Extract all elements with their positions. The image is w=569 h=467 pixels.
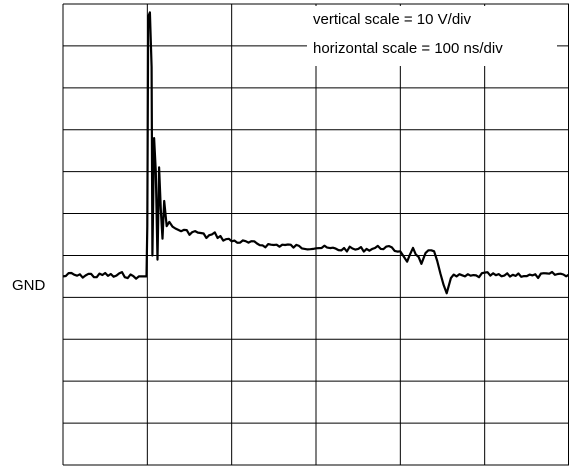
vertical-scale-annotation: vertical scale = 10 V/div [313, 11, 471, 28]
grid [62, 3, 569, 466]
signal-trace [62, 11, 569, 295]
gnd-reference-label: GND [12, 277, 46, 294]
signal-trace-line [62, 11, 569, 295]
annotation-background [307, 6, 557, 66]
horizontal-scale-annotation: horizontal scale = 100 ns/div [313, 40, 503, 57]
